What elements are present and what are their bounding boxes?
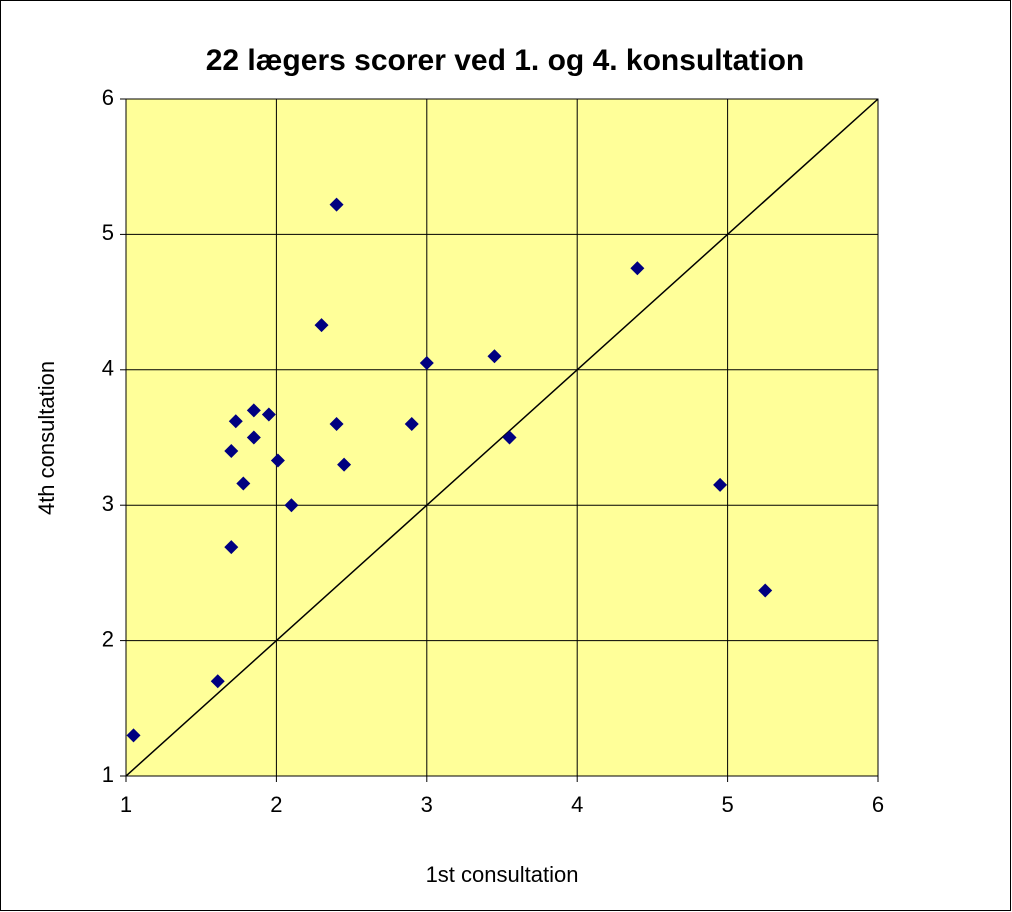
data-point [210, 674, 225, 689]
reference-line [125, 98, 879, 777]
data-point [419, 356, 434, 371]
data-point [337, 457, 352, 472]
x-tick-label: 3 [421, 792, 433, 817]
data-point [270, 453, 285, 468]
data-point [228, 414, 243, 429]
data-point [246, 430, 261, 445]
y-tick-label: 6 [102, 85, 114, 110]
data-point [224, 444, 239, 459]
data-point [284, 498, 299, 513]
data-point [329, 197, 344, 212]
data-point [713, 477, 728, 492]
data-point [126, 728, 141, 743]
x-tick-label: 2 [270, 792, 282, 817]
y-tick-label: 4 [102, 356, 114, 381]
y-tick-label: 5 [102, 220, 114, 245]
x-tick-label: 5 [721, 792, 733, 817]
y-axis-label: 4th consultation [34, 361, 59, 515]
data-point [630, 261, 645, 276]
data-point [224, 540, 239, 555]
data-point [502, 430, 517, 445]
data-point [236, 476, 251, 491]
x-tick-label: 1 [120, 792, 132, 817]
y-tick-label: 3 [102, 491, 114, 516]
data-point [261, 407, 276, 422]
data-point [314, 318, 329, 333]
x-tick-label: 6 [872, 792, 884, 817]
y-tick-label: 1 [102, 762, 114, 787]
data-point [329, 416, 344, 431]
data-point [758, 583, 773, 598]
chart-title: 22 lægers scorer ved 1. og 4. konsultati… [206, 44, 805, 77]
data-point [246, 403, 261, 418]
data-point [404, 416, 419, 431]
y-tick-label: 2 [102, 626, 114, 651]
x-tick-label: 4 [571, 792, 583, 817]
x-axis-label: 1st consultation [426, 862, 579, 887]
data-point [487, 349, 502, 364]
